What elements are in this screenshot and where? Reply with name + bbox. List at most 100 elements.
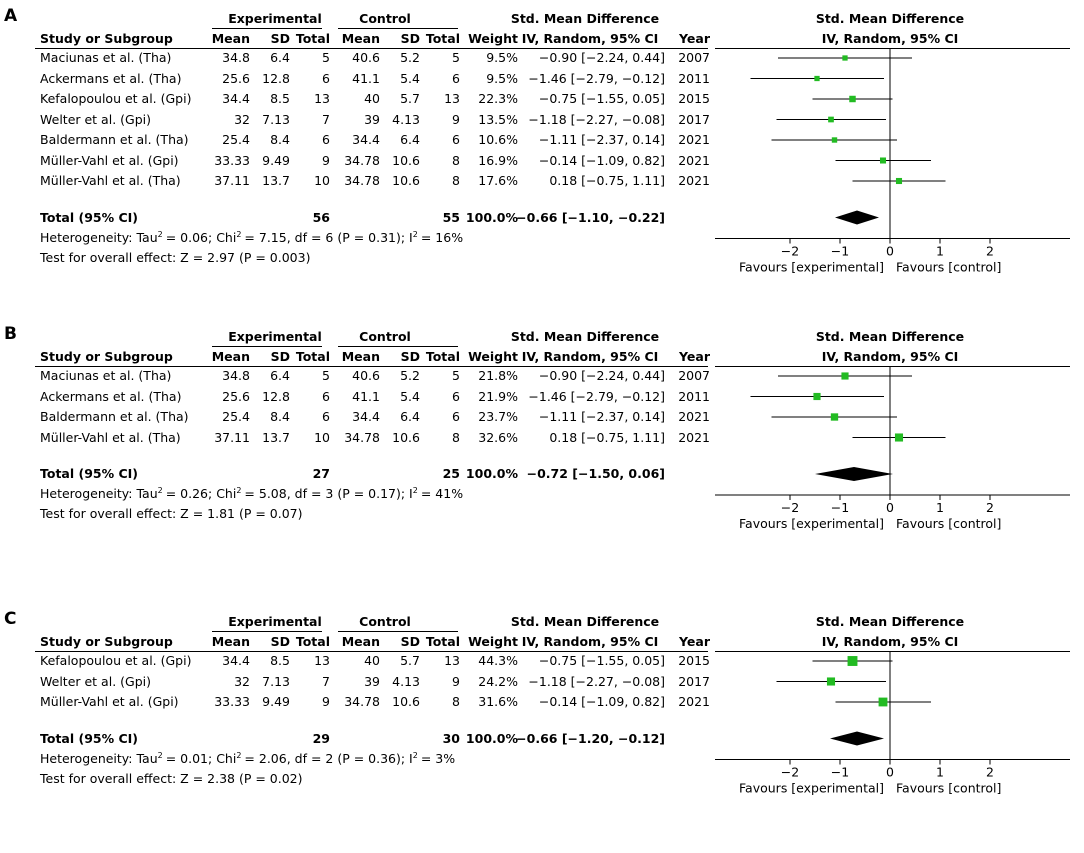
x-tick-label: −2	[781, 244, 799, 259]
plot-header-rule	[715, 366, 1070, 367]
col-year: Year	[679, 349, 710, 364]
row-e-total: 5	[322, 50, 330, 65]
row-weight: 9.5%	[486, 50, 518, 65]
row-weight: 9.5%	[486, 70, 518, 86]
group-underline	[212, 346, 322, 347]
heterogeneity-tau2: = 0.06; Chi	[165, 229, 237, 245]
effect-square	[828, 116, 834, 123]
row-e-sd: 7.13	[262, 673, 290, 689]
total-ctrl: 55	[442, 209, 460, 225]
row-e-mean: 34.8	[222, 368, 250, 383]
row-c-mean: 34.78	[344, 152, 380, 168]
row-c-mean: 40.6	[352, 50, 380, 65]
total-ci: −0.66 [−1.20, −0.12]	[516, 730, 665, 746]
row-year: 2021	[678, 173, 710, 188]
col-study: Study or Subgroup	[40, 349, 173, 364]
row-c-sd: 4.13	[392, 673, 420, 689]
row-e-total: 6	[322, 388, 330, 404]
effect-square	[894, 433, 904, 442]
row-ci-text: −1.46 [−2.79, −0.12]	[528, 388, 665, 404]
row-study: Müller-Vahl et al. (Tha)	[40, 173, 181, 188]
total-ci: −0.66 [−1.10, −0.22]	[516, 209, 665, 225]
header-rule	[35, 366, 708, 367]
row-e-total: 6	[322, 70, 330, 86]
col-year: Year	[679, 634, 710, 649]
row-c-sd: 5.2	[400, 368, 420, 383]
col-weight: Weight	[468, 634, 518, 649]
row-year: 2015	[678, 653, 710, 668]
row-c-sd: 6.4	[400, 132, 420, 147]
row-year: 2017	[678, 673, 710, 689]
row-e-total: 10	[314, 429, 330, 445]
row-ci-text: −0.75 [−1.55, 0.05]	[538, 653, 665, 668]
effect-square	[878, 697, 888, 707]
row-e-mean: 25.6	[222, 70, 250, 86]
plot-method: IV, Random, 95% CI	[821, 31, 959, 46]
heterogeneity-text: Heterogeneity: Tau2 = 0.06; Chi2 = 7.15, d…	[40, 229, 463, 245]
row-c-sd: 5.4	[400, 70, 420, 86]
row-e-sd: 8.4	[270, 409, 290, 424]
effect-square	[826, 677, 836, 686]
col-ctrl-mean: Mean	[341, 31, 380, 46]
total-weight: 100.0%	[465, 466, 518, 481]
row-study: Maciunas et al. (Tha)	[40, 50, 172, 65]
row-e-total: 13	[314, 91, 330, 106]
row-weight: 32.6%	[478, 429, 518, 445]
row-ci-text: 0.18 [−0.75, 1.11]	[549, 429, 665, 445]
panel-letter: B	[4, 324, 17, 344]
row-e-sd: 6.4	[270, 368, 290, 383]
row-ci-text: −0.90 [−2.24, 0.44]	[538, 368, 665, 383]
total-weight: 100.0%	[465, 209, 518, 225]
row-e-sd: 7.13	[262, 111, 290, 127]
pooled-diamond	[830, 731, 884, 746]
row-c-sd: 10.6	[392, 694, 420, 709]
row-study: Welter et al. (Gpi)	[40, 673, 151, 689]
row-ci-text: −1.11 [−2.37, 0.14]	[538, 132, 665, 147]
row-c-total: 9	[452, 673, 460, 689]
row-year: 2007	[678, 50, 710, 65]
row-weight: 10.6%	[478, 132, 518, 147]
row-e-total: 6	[322, 132, 330, 147]
col-exp-sd: SD	[270, 634, 290, 649]
row-c-mean: 34.78	[344, 694, 380, 709]
row-e-sd: 12.8	[262, 388, 290, 404]
col-ctrl-sd: SD	[400, 349, 420, 364]
favours-control-label: Favours [control]	[896, 260, 1001, 275]
sup-two: 2	[412, 229, 418, 239]
heterogeneity-chi2: = 5.08, df = 3 (P = 0.17); I	[244, 486, 413, 501]
row-study: Kefalopoulou et al. (Gpi)	[40, 91, 192, 106]
row-weight: 13.5%	[478, 111, 518, 127]
row-e-total: 7	[322, 111, 330, 127]
sup-two: 2	[236, 750, 242, 760]
row-e-mean: 25.4	[222, 409, 250, 424]
row-study: Ackermans et al. (Tha)	[40, 388, 182, 404]
heterogeneity-prefix: Heterogeneity: Tau	[40, 229, 158, 245]
x-tick-label: −2	[781, 765, 799, 780]
row-weight: 24.2%	[478, 673, 518, 689]
favours-control-label: Favours [control]	[896, 781, 1001, 796]
group-underline	[338, 346, 458, 347]
row-c-mean: 34.78	[344, 173, 380, 188]
col-year: Year	[679, 31, 710, 46]
row-e-total: 9	[322, 694, 330, 709]
total-exp: 56	[312, 209, 330, 225]
x-tick-label: 1	[936, 244, 944, 259]
heterogeneity-i2: = 41%	[420, 486, 464, 501]
row-e-mean: 37.11	[214, 429, 250, 445]
group-underline	[338, 631, 458, 632]
col-weight: Weight	[468, 349, 518, 364]
heterogeneity-chi2: = 7.15, df = 6 (P = 0.31); I	[244, 229, 413, 245]
row-e-sd: 13.7	[262, 173, 290, 188]
x-tick-label: 0	[886, 765, 894, 780]
control-header: Control	[359, 614, 411, 629]
forest-plot: −2 −1 0 1 2 Favours [experimental] Favours [co…	[715, 367, 1070, 531]
row-c-sd: 4.13	[392, 111, 420, 127]
row-e-sd: 12.8	[262, 70, 290, 86]
row-c-sd: 5.4	[400, 388, 420, 404]
forest-panel-a: A Experimental Control Std. Mean Difference…	[0, 0, 1084, 275]
col-method: IV, Random, 95% CI	[521, 349, 659, 364]
col-ctrl-total: Total	[425, 31, 460, 46]
row-weight: 17.6%	[478, 173, 518, 188]
smd-header: Std. Mean Difference	[510, 614, 660, 629]
row-e-sd: 9.49	[262, 152, 290, 168]
